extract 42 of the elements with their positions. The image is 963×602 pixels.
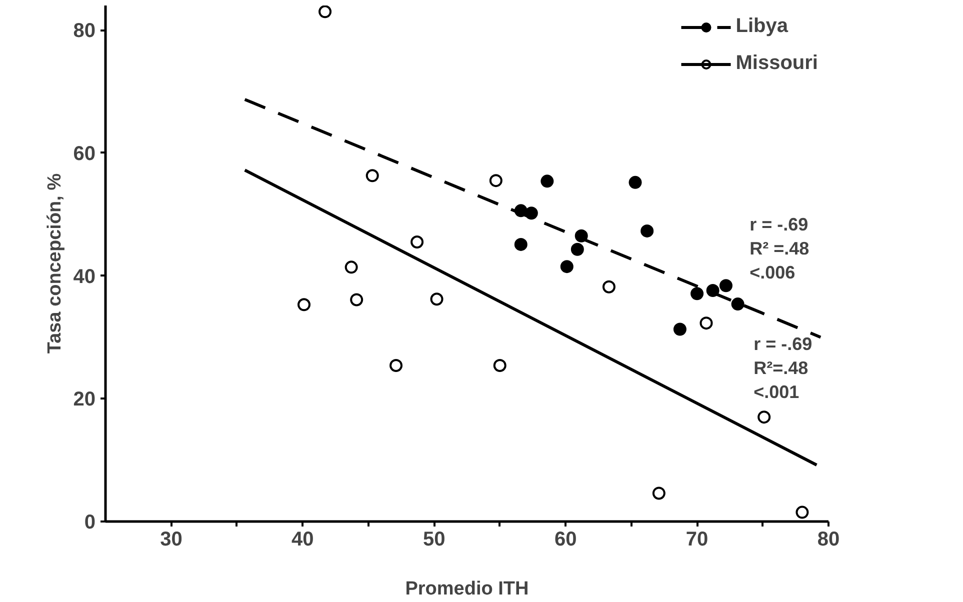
y-axis-title: Tasa concepción, % <box>44 173 66 354</box>
annotation: r = -.69 R²=.48 <.001 <box>754 334 812 402</box>
y-tick-label: 20 <box>73 388 96 411</box>
point <box>430 292 444 306</box>
point <box>731 298 744 311</box>
x-tick-label: 40 <box>292 528 314 550</box>
point <box>628 176 642 189</box>
y-tick-label: 40 <box>73 266 96 288</box>
point <box>673 322 686 336</box>
x-tick-label: 60 <box>554 528 577 550</box>
point <box>690 287 704 300</box>
point <box>719 279 732 292</box>
point <box>297 298 310 312</box>
x-tick-label: 50 <box>423 528 446 550</box>
legend-label: Missouri <box>736 52 818 75</box>
point <box>493 358 506 372</box>
legend-label: Libya <box>736 15 788 38</box>
point <box>652 486 666 500</box>
y-tick-label: 0 <box>84 512 96 534</box>
point <box>318 6 332 18</box>
point <box>344 260 358 274</box>
point <box>350 293 364 306</box>
point <box>489 174 502 188</box>
point <box>570 242 584 256</box>
point <box>540 174 554 188</box>
point <box>758 410 771 424</box>
point <box>514 238 528 251</box>
annotation: r = -.69 R² =.48 <.006 <box>750 214 810 282</box>
x-tick-label: 80 <box>817 528 840 550</box>
x-tick-label: 70 <box>686 528 708 550</box>
point <box>700 316 713 330</box>
point <box>640 224 654 238</box>
point <box>602 280 616 294</box>
x-tick-label: 30 <box>160 528 182 550</box>
point <box>796 506 809 519</box>
point <box>410 236 424 248</box>
point <box>560 260 574 274</box>
point <box>390 358 403 372</box>
point <box>366 169 379 182</box>
x-axis-title: Promedio ITH <box>405 578 529 600</box>
y-tick-label: 60 <box>73 142 96 165</box>
y-tick-label: 80 <box>73 20 96 42</box>
